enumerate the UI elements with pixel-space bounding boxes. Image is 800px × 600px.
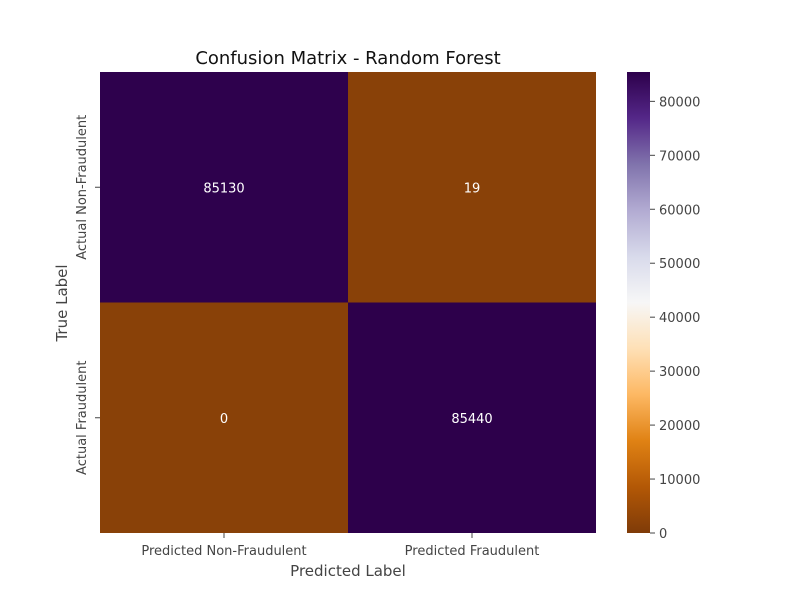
colorbar-tick-label: 0: [659, 527, 667, 542]
heatmap-cell-labels: 85130 19 0 85440: [203, 181, 492, 427]
y-tick-label: Actual Non-Fraudulent: [75, 115, 90, 260]
cell-value-label: 85440: [451, 412, 492, 427]
colorbar-tick-label: 10000: [659, 473, 700, 488]
colorbar-tick-label: 30000: [659, 365, 700, 380]
x-axis-ticks: Predicted Non-Fraudulent Predicted Fraudu…: [141, 533, 539, 559]
cell-value-label: 85130: [203, 181, 244, 196]
heatmap-cell: [348, 72, 596, 303]
colorbar-tick-label: 80000: [659, 95, 700, 110]
colorbar-ticks: 0 10000 20000 30000 40000 50000 60000 70000 8000…: [650, 95, 700, 542]
cell-value-label: 0: [220, 412, 228, 427]
x-tick-label: Predicted Fraudulent: [405, 544, 540, 559]
colorbar-tick-label: 50000: [659, 257, 700, 272]
y-axis-ticks: Actual Non-Fraudulent Actual Fraudulent: [75, 115, 100, 475]
colorbar-tick-label: 70000: [659, 149, 700, 164]
heatmap-cell: [100, 72, 348, 303]
chart-title: Confusion Matrix - Random Forest: [195, 48, 500, 69]
heatmap-cell: [348, 302, 596, 533]
x-tick-label: Predicted Non-Fraudulent: [141, 544, 306, 559]
y-tick-label: Actual Fraudulent: [75, 361, 90, 475]
colorbar-tick-label: 20000: [659, 419, 700, 434]
y-axis-label: True Label: [53, 264, 71, 342]
heatmap-cell: [100, 302, 348, 533]
x-axis-label: Predicted Label: [290, 562, 406, 580]
colorbar-tick-label: 60000: [659, 203, 700, 218]
heatmap-cells: [100, 72, 596, 533]
cell-value-label: 19: [464, 181, 481, 196]
colorbar: [627, 72, 650, 533]
colorbar-tick-label: 40000: [659, 311, 700, 326]
